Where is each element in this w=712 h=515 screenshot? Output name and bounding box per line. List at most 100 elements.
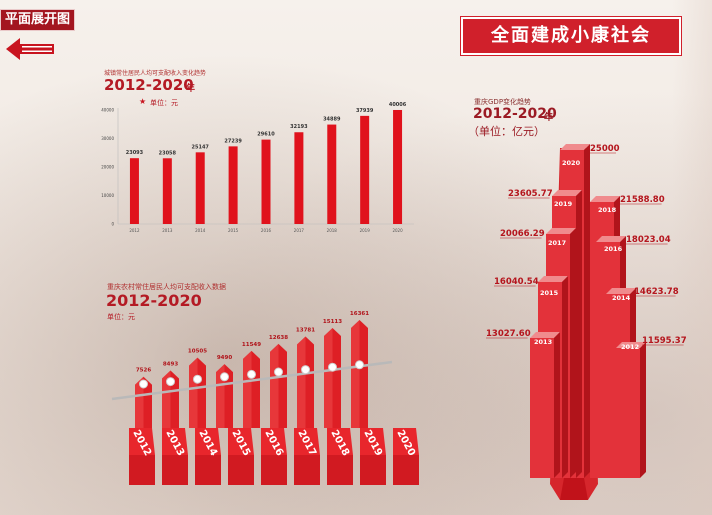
gdp-block-side [640,342,646,478]
rural-value-label: 8493 [163,361,178,367]
gdp-block-side [570,228,576,478]
gdp-value-label: 18023.04 [626,235,671,245]
rural-value-label: 10505 [188,349,207,355]
urban-y-tick: 30000 [101,136,114,141]
rural-trend-dot [166,377,175,387]
gdp-year-label: 2020 [562,159,581,167]
gdp-block-side [584,144,590,478]
urban-y-tick: 10000 [101,193,114,198]
main-title: 全面建成小康社会 [461,17,681,55]
rural-value-label: 15113 [323,319,342,325]
urban-x-tick: 2015 [228,228,239,233]
gdp-block-top [546,228,576,234]
rural-bar-highlight [189,357,198,428]
gdp-value-label: 16040.54 [494,277,539,287]
urban-value-label: 23093 [126,150,144,156]
gdp-block-front [616,348,640,478]
gdp-block-top [530,332,560,338]
gdp-block-front [530,338,554,478]
urban-bar [294,132,304,224]
rural-trend-dot [274,367,283,377]
rural-bar-highlight [243,350,252,428]
urban-bar [162,158,172,224]
gdp-block-top [538,276,568,282]
gdp-year-label: 2018 [598,206,617,214]
rural-value-label: 12638 [269,335,288,341]
rural-bar-highlight [297,336,306,428]
rural-trend-dot [355,360,364,370]
gdp-value-label: 23605.77 [508,189,553,199]
gdp-block-side [576,190,582,478]
gdp-value-label: 13027.60 [486,329,531,339]
urban-value-label: 34889 [323,117,341,123]
rural-base-shade [360,455,386,485]
gdp-value-label: 20066.29 [500,229,545,239]
rural-bar-highlight [135,376,144,428]
rural-subtitle: 重庆农村常住居民人均可支配收入数据 [107,283,226,291]
rural-trend-dot [301,365,310,375]
urban-subtitle: 城镇常住居民人均可支配收入变化趋势 [104,70,207,77]
urban-x-tick: 2019 [360,228,371,233]
urban-y-tick: 20000 [101,165,114,170]
urban-years-suffix: 年 [186,84,196,94]
gdp-value-label: 25000 [590,144,620,154]
star-icon: ★ [139,97,147,106]
urban-x-tick: 2016 [261,228,272,233]
rural-base-shade [261,455,287,485]
urban-bar [228,146,238,224]
gdp-year-label: 2016 [604,245,623,253]
rural-unit: 单位：元 [107,313,135,321]
page-label[interactable]: 平面展开图 [0,9,76,31]
rural-value-label: 16361 [350,311,369,317]
gdp-block-top [560,144,590,150]
rural-base-shade [228,455,254,485]
rural-value-label: 13781 [296,328,315,334]
rural-base-shade [393,455,419,485]
urban-value-label: 23058 [159,150,177,156]
rural-trend-dot [328,362,337,372]
rural-trend-dot [139,379,148,389]
rural-value-label: 11549 [242,342,261,348]
gdp-block-top [590,196,620,202]
rural-base-shade [327,455,353,485]
rural-base-shade [294,455,320,485]
back-arrow-icon[interactable] [6,38,54,60]
urban-x-tick: 2020 [392,228,403,233]
rural-trend-dot [247,369,256,379]
gdp-value-label: 11595.37 [642,336,687,346]
gdp-year-label: 2014 [612,294,631,302]
urban-value-label: 25147 [192,144,210,150]
urban-y-tick: 0 [111,222,114,227]
gdp-block-side [562,276,568,478]
gdp-block-top [596,236,626,242]
urban-bar [393,109,403,224]
urban-value-label: 40006 [389,102,407,108]
rural-base-shade [129,455,155,485]
gdp-base [560,478,588,500]
rural-trend-dot [220,372,229,382]
gdp-year-label: 2017 [548,239,566,247]
urban-bar [360,115,370,224]
gdp-block-side [554,332,560,478]
rural-bar-highlight [351,320,360,428]
urban-value-label: 32193 [290,124,308,130]
gdp-subtitle: 重庆GDP变化趋势 [474,98,532,106]
urban-years-title: 2012-2020 [104,76,194,94]
gdp-unit: （单位：亿元） [468,125,545,138]
urban-x-tick: 2014 [195,228,206,233]
urban-bar [261,139,271,224]
rural-bar-highlight [324,328,333,428]
background-edge [672,0,712,515]
rural-trend-line [111,360,393,401]
urban-bar [327,124,337,224]
gdp-value-label: 21588.80 [620,195,665,205]
urban-bar [195,152,205,224]
gdp-year-label: 2015 [540,289,559,297]
gdp-years-suffix: 年 [544,113,554,123]
rural-trend-dot [193,374,202,384]
rural-years-title: 2012-2020 [106,291,202,310]
gdp-block-top [552,190,582,196]
